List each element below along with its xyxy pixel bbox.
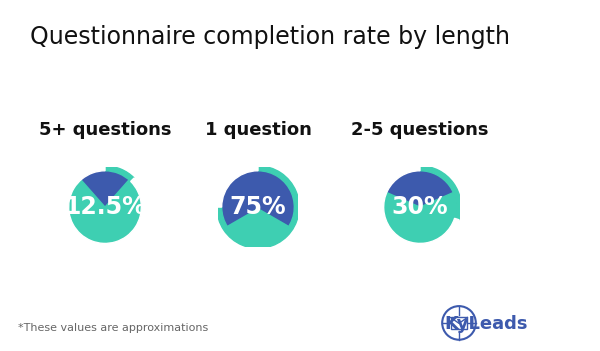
Text: 5+ questions: 5+ questions	[39, 121, 171, 139]
Wedge shape	[383, 192, 457, 244]
Wedge shape	[217, 166, 299, 248]
Circle shape	[383, 170, 457, 244]
Text: 12.5%: 12.5%	[64, 195, 146, 219]
Circle shape	[68, 170, 142, 244]
Text: KyLeads: KyLeads	[445, 316, 528, 333]
Wedge shape	[64, 166, 146, 248]
Wedge shape	[379, 166, 459, 248]
Text: Questionnaire completion rate by length: Questionnaire completion rate by length	[30, 25, 510, 48]
Text: 2-5 questions: 2-5 questions	[351, 121, 489, 139]
Text: *These values are approximations: *These values are approximations	[18, 324, 208, 333]
Text: 75%: 75%	[230, 195, 286, 219]
Wedge shape	[217, 166, 258, 207]
Wedge shape	[420, 166, 461, 220]
Wedge shape	[221, 170, 295, 226]
Wedge shape	[68, 179, 142, 244]
Text: 1 question: 1 question	[205, 121, 311, 139]
FancyBboxPatch shape	[451, 317, 467, 329]
Wedge shape	[105, 166, 134, 181]
Text: 30%: 30%	[392, 195, 448, 219]
Circle shape	[221, 170, 295, 244]
